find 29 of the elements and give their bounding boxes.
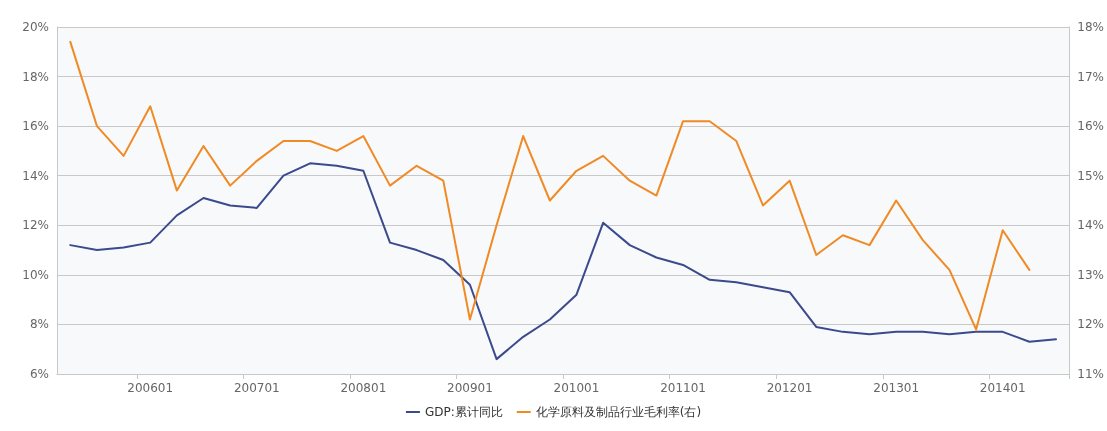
- x-tick-label: 201401: [979, 381, 1026, 395]
- y2-tick-label: 16%: [1077, 119, 1104, 134]
- y-tick-label: 12%: [22, 218, 49, 233]
- x-tick-label: 201001: [553, 381, 600, 395]
- y-tick-label: 8%: [29, 317, 49, 332]
- y-tick-label: 10%: [22, 267, 49, 282]
- legend-label: 化学原料及制品行业毛利率(右): [535, 405, 702, 419]
- y2-tick-label: 17%: [1077, 69, 1104, 84]
- y2-tick-label: 15%: [1077, 168, 1104, 183]
- x-tick-label: 200901: [447, 381, 493, 395]
- line-series: [69, 40, 1031, 331]
- y-tick-label: 14%: [22, 168, 49, 183]
- x-tick-label: 200801: [340, 381, 387, 395]
- y-tick-label: 20%: [22, 20, 49, 34]
- y-tick-label: 18%: [22, 69, 49, 84]
- y2-tick-label: 18%: [1077, 20, 1104, 34]
- y2-tick-label: 11%: [1077, 367, 1104, 381]
- legend-label: GDP:累计同比: [424, 405, 503, 419]
- y2-tick-label: 12%: [1077, 317, 1104, 332]
- x-tick-label: 200601: [127, 381, 174, 395]
- x-tick-label: 201201: [766, 381, 813, 395]
- y-tick-label: 6%: [29, 367, 49, 381]
- x-tick-label: 200701: [233, 381, 280, 395]
- y-tick-label: 16%: [22, 119, 49, 134]
- x-tick-label: 201301: [873, 381, 920, 395]
- line-series: [69, 162, 1058, 361]
- y2-tick-label: 14%: [1077, 218, 1104, 233]
- y2-tick-label: 13%: [1077, 267, 1104, 282]
- x-tick-label: 201101: [660, 381, 706, 395]
